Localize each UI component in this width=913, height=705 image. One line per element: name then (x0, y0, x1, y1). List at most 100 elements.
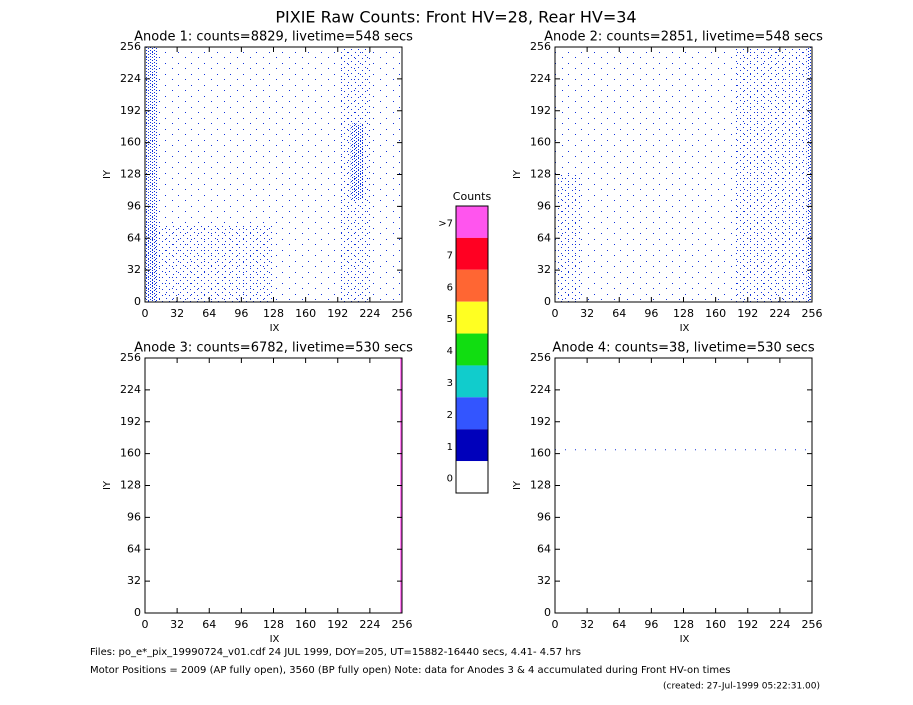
y-tick-label: 64 (127, 542, 141, 555)
colorbar-title: Counts (453, 190, 492, 203)
colorbar-label: 2 (447, 410, 453, 421)
y-tick-label: 32 (537, 574, 551, 587)
colorbar-frame (455, 205, 489, 494)
x-tick-label: 0 (142, 307, 149, 320)
colorbar-label: 7 (447, 250, 453, 261)
x-tick-label: 64 (612, 307, 626, 320)
footer-files: Files: po_e*_pix_19990724_v01.cdf 24 JUL… (90, 647, 581, 658)
y-tick-label: 160 (530, 447, 551, 460)
y-tick-label: 128 (120, 479, 141, 492)
colorbar-swatch (456, 461, 488, 493)
y-tick-label: 64 (537, 231, 551, 244)
plot-frame (144, 357, 403, 614)
y-tick-label: 96 (127, 510, 141, 523)
y-tick-label: 128 (530, 168, 551, 181)
y-tick-label: 128 (530, 479, 551, 492)
panel-title: Anode 1: counts=8829, livetime=548 secs (134, 30, 413, 45)
colorbar-label: 3 (447, 378, 453, 389)
y-tick-label: 64 (537, 542, 551, 555)
y-tick-label: 32 (537, 263, 551, 276)
y-tick-label: 256 (120, 351, 141, 364)
colorbar-swatch (456, 237, 488, 270)
x-tick-label: 256 (802, 307, 823, 320)
x-tick-label: 64 (612, 618, 626, 631)
x-tick-label: 224 (359, 618, 380, 631)
x-axis-label: IX (680, 323, 690, 334)
x-axis-label: IX (680, 634, 690, 645)
x-tick-label: 160 (705, 307, 726, 320)
colorbar-swatch (456, 301, 488, 334)
y-tick-label: 224 (120, 72, 141, 85)
figure-title: PIXIE Raw Counts: Front HV=28, Rear HV=3… (275, 8, 636, 27)
x-tick-label: 0 (552, 307, 559, 320)
y-tick-label: 0 (134, 606, 141, 619)
y-axis-label: IY (512, 169, 523, 179)
x-tick-label: 160 (295, 307, 316, 320)
colorbar-label: 1 (447, 442, 453, 453)
x-tick-label: 192 (327, 618, 348, 631)
x-tick-label: 256 (392, 307, 413, 320)
y-tick-label: 0 (544, 295, 551, 308)
x-tick-label: 224 (359, 307, 380, 320)
panel-title: Anode 3: counts=6782, livetime=530 secs (134, 341, 413, 356)
colorbar-label: 5 (447, 314, 453, 325)
x-tick-label: 96 (644, 618, 658, 631)
y-tick-label: 160 (120, 447, 141, 460)
x-tick-label: 192 (737, 618, 758, 631)
x-tick-label: 0 (142, 618, 149, 631)
x-tick-label: 256 (802, 618, 823, 631)
y-tick-label: 32 (127, 574, 141, 587)
footer-created: (created: 27-Jul-1999 05:22:31.00) (663, 682, 820, 692)
y-tick-label: 224 (530, 383, 551, 396)
colorbar-swatch (456, 206, 488, 238)
panel-title: Anode 4: counts=38, livetime=530 secs (552, 341, 814, 356)
colorbar-swatch (456, 397, 488, 430)
colorbar-swatch (456, 429, 488, 462)
y-tick-label: 192 (120, 415, 141, 428)
y-tick-label: 192 (530, 415, 551, 428)
x-tick-label: 96 (234, 307, 248, 320)
x-tick-label: 128 (673, 307, 694, 320)
x-tick-label: 256 (392, 618, 413, 631)
y-tick-label: 256 (120, 40, 141, 53)
y-tick-label: 96 (537, 199, 551, 212)
y-tick-label: 192 (120, 104, 141, 117)
y-tick-label: 96 (537, 510, 551, 523)
y-tick-label: 0 (544, 606, 551, 619)
count-texture (145, 225, 274, 302)
x-tick-label: 32 (170, 618, 184, 631)
x-tick-label: 192 (737, 307, 758, 320)
colorbar-label: >7 (438, 219, 453, 230)
x-tick-label: 64 (202, 307, 216, 320)
x-tick-label: 160 (295, 618, 316, 631)
y-axis-label: IY (512, 480, 523, 490)
y-tick-label: 32 (127, 263, 141, 276)
count-texture (734, 47, 807, 302)
x-tick-label: 32 (580, 307, 594, 320)
x-axis-label: IX (270, 323, 280, 334)
x-tick-label: 224 (769, 618, 790, 631)
y-tick-label: 160 (530, 136, 551, 149)
y-tick-label: 96 (127, 199, 141, 212)
y-tick-label: 64 (127, 231, 141, 244)
colorbar-label: 6 (447, 282, 453, 293)
y-tick-label: 192 (530, 104, 551, 117)
y-axis-label: IY (102, 480, 113, 490)
y-tick-label: 256 (530, 40, 551, 53)
x-tick-label: 128 (673, 618, 694, 631)
colorbar-swatch (456, 333, 488, 366)
y-tick-label: 128 (120, 168, 141, 181)
y-tick-label: 224 (530, 72, 551, 85)
x-tick-label: 96 (644, 307, 658, 320)
x-axis-label: IX (270, 634, 280, 645)
colorbar-label: 0 (447, 474, 453, 485)
colorbar-label: 4 (447, 346, 453, 357)
colorbar-swatch (456, 365, 488, 398)
x-tick-label: 128 (263, 618, 284, 631)
plot-frame (554, 357, 813, 614)
x-tick-label: 32 (170, 307, 184, 320)
y-tick-label: 0 (134, 295, 141, 308)
x-tick-label: 192 (327, 307, 348, 320)
x-tick-label: 96 (234, 618, 248, 631)
